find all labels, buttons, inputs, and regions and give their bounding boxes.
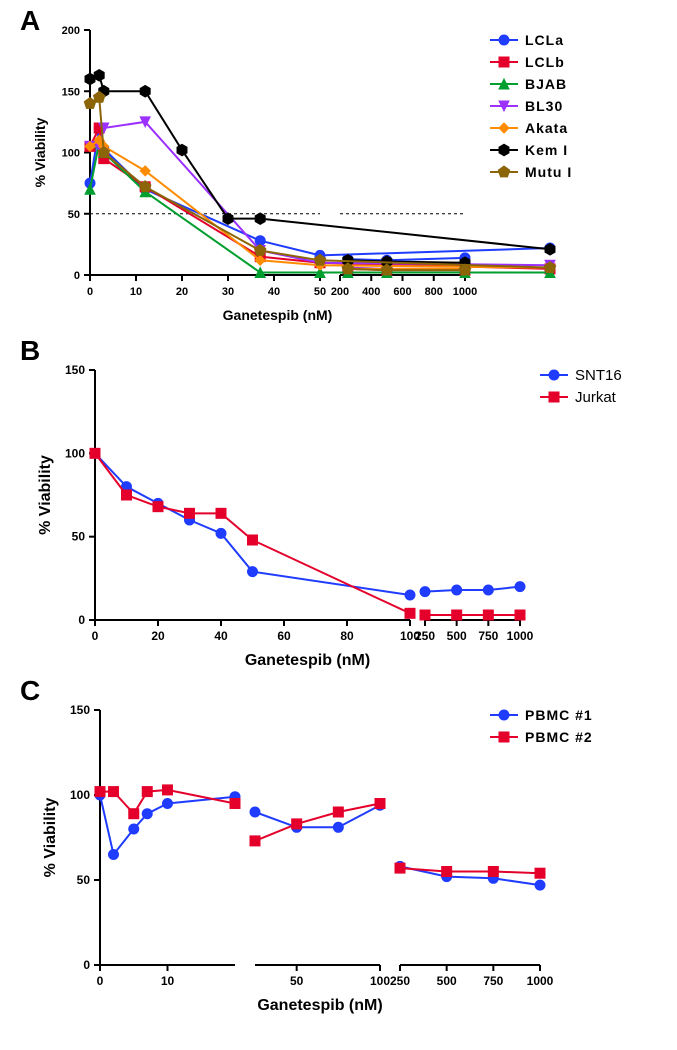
svg-text:0: 0 xyxy=(92,629,99,643)
svg-text:% Viability: % Viability xyxy=(37,455,54,535)
svg-text:1000: 1000 xyxy=(527,974,554,988)
svg-text:10: 10 xyxy=(161,974,175,988)
svg-text:40: 40 xyxy=(214,629,228,643)
svg-text:80: 80 xyxy=(340,629,354,643)
legend-item-label: SNT16 xyxy=(575,367,622,384)
svg-text:750: 750 xyxy=(478,629,498,643)
panel-b: B 0501001500204060801002505007501000Gane… xyxy=(10,350,677,680)
svg-text:500: 500 xyxy=(437,974,457,988)
svg-text:1000: 1000 xyxy=(453,286,477,298)
svg-text:50: 50 xyxy=(290,974,304,988)
panel-a-chart: 0 50 100 150 200 0 10 20 30 40 50 200 400 600 800 1000 G… xyxy=(10,10,677,340)
legend-item-label: Mutu I xyxy=(525,164,572,180)
svg-text:800: 800 xyxy=(425,286,443,298)
panel-a: A 05010015020001020304050200400600800100… xyxy=(10,10,677,340)
panel-c: C 050100150010501002505007501000Ganetesp… xyxy=(10,690,677,1030)
svg-text:600: 600 xyxy=(393,286,411,298)
svg-text:% Viability: % Viability xyxy=(32,117,48,187)
svg-text:1000: 1000 xyxy=(507,629,534,643)
svg-text:0: 0 xyxy=(97,974,104,988)
legend-item-label: LCLb xyxy=(525,54,565,70)
svg-text:40: 40 xyxy=(268,286,280,298)
panel-c-label: C xyxy=(20,675,40,707)
panel-a-label: A xyxy=(20,5,40,37)
legend-item-label: Akata xyxy=(525,120,568,136)
legend-item-label: PBMC #1 xyxy=(525,707,593,723)
svg-text:Ganetespib (nM): Ganetespib (nM) xyxy=(223,307,333,323)
svg-text:20: 20 xyxy=(176,286,188,298)
panel-c-chart: 050100150010501002505007501000Ganetespib… xyxy=(10,690,677,1030)
svg-text:% Viability: % Viability xyxy=(42,798,59,878)
svg-text:200: 200 xyxy=(331,286,349,298)
panel-b-chart: 0501001500204060801002505007501000Ganete… xyxy=(10,350,677,680)
legend-item-label: LCLa xyxy=(525,32,564,48)
svg-text:0: 0 xyxy=(83,958,90,972)
svg-text:150: 150 xyxy=(65,363,85,377)
legend-item-label: BJAB xyxy=(525,76,567,92)
svg-text:150: 150 xyxy=(70,703,90,717)
svg-text:0: 0 xyxy=(87,286,93,298)
svg-text:30: 30 xyxy=(222,286,234,298)
svg-text:Ganetespib (nM): Ganetespib (nM) xyxy=(257,997,382,1014)
svg-text:150: 150 xyxy=(62,86,80,98)
svg-text:100: 100 xyxy=(65,446,85,460)
svg-text:50: 50 xyxy=(72,530,86,544)
svg-text:100: 100 xyxy=(62,148,80,160)
svg-text:20: 20 xyxy=(151,629,165,643)
svg-text:250: 250 xyxy=(390,974,410,988)
svg-text:Ganetespib (nM): Ganetespib (nM) xyxy=(245,652,370,669)
panel-b-label: B xyxy=(20,335,40,367)
svg-text:0: 0 xyxy=(78,613,85,627)
svg-text:50: 50 xyxy=(68,209,80,221)
svg-text:50: 50 xyxy=(314,286,326,298)
legend-item-label: PBMC #2 xyxy=(525,729,593,745)
svg-text:50: 50 xyxy=(77,873,91,887)
svg-text:60: 60 xyxy=(277,629,291,643)
svg-text:200: 200 xyxy=(62,25,80,37)
svg-text:500: 500 xyxy=(447,629,467,643)
svg-text:400: 400 xyxy=(362,286,380,298)
svg-text:100: 100 xyxy=(370,974,390,988)
legend-item-label: Kem I xyxy=(525,142,568,158)
svg-text:750: 750 xyxy=(483,974,503,988)
legend-item-label: BL30 xyxy=(525,98,563,114)
svg-text:100: 100 xyxy=(70,788,90,802)
svg-text:10: 10 xyxy=(130,286,142,298)
legend-item-label: Jurkat xyxy=(575,389,617,406)
svg-text:250: 250 xyxy=(415,629,435,643)
svg-text:0: 0 xyxy=(74,270,80,282)
